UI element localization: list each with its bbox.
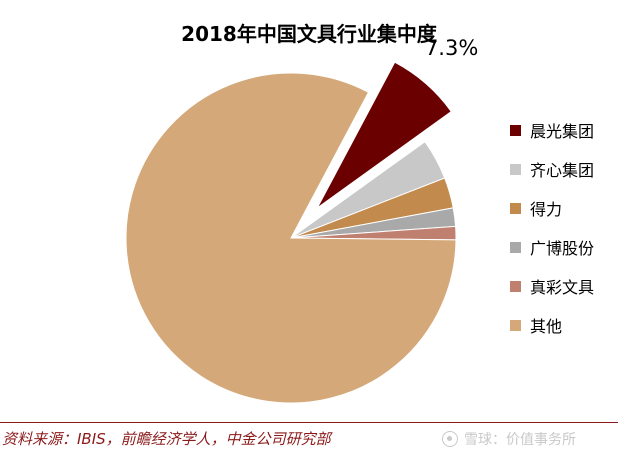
legend-label-1: 齐心集团 (530, 161, 595, 180)
legend-item-4: 真彩文具 (510, 276, 595, 297)
legend-swatch-3 (510, 241, 521, 253)
snowball-logo-icon (442, 431, 458, 447)
legend-swatch-5 (510, 319, 521, 331)
data-label-0: 7.3% (425, 36, 478, 60)
legend-swatch-1 (510, 163, 521, 175)
watermark-text: 雪球：价值事务所 (464, 432, 576, 448)
legend-item-1: 齐心集团 (510, 159, 595, 180)
legend-label-3: 广博股份 (530, 239, 595, 258)
legend-label-4: 真彩文具 (530, 278, 595, 297)
legend-label-0: 晨光集团 (530, 122, 595, 141)
legend-swatch-0 (510, 124, 521, 136)
legend-swatch-4 (510, 280, 521, 292)
legend-item-0: 晨光集团 (510, 120, 595, 141)
legend-item-3: 广博股份 (510, 237, 595, 258)
chart-title: 2018年中国文具行业集中度 (181, 22, 437, 46)
legend-swatch-2 (510, 202, 521, 214)
source-divider (0, 422, 618, 423)
watermark: 雪球：价值事务所 (442, 429, 576, 449)
legend-label-2: 得力 (530, 200, 563, 219)
pie-slice-5 (125, 72, 457, 404)
source-note: 资料来源：IBIS，前瞻经济学人，中金公司研究部 (2, 430, 331, 448)
pie-slice-0 (316, 61, 452, 209)
legend-item-2: 得力 (510, 198, 594, 219)
legend-label-5: 其他 (530, 317, 563, 336)
legend-item-5: 其他 (510, 315, 594, 336)
legend: 晨光集团齐心集团得力广博股份真彩文具其他 (510, 120, 594, 354)
